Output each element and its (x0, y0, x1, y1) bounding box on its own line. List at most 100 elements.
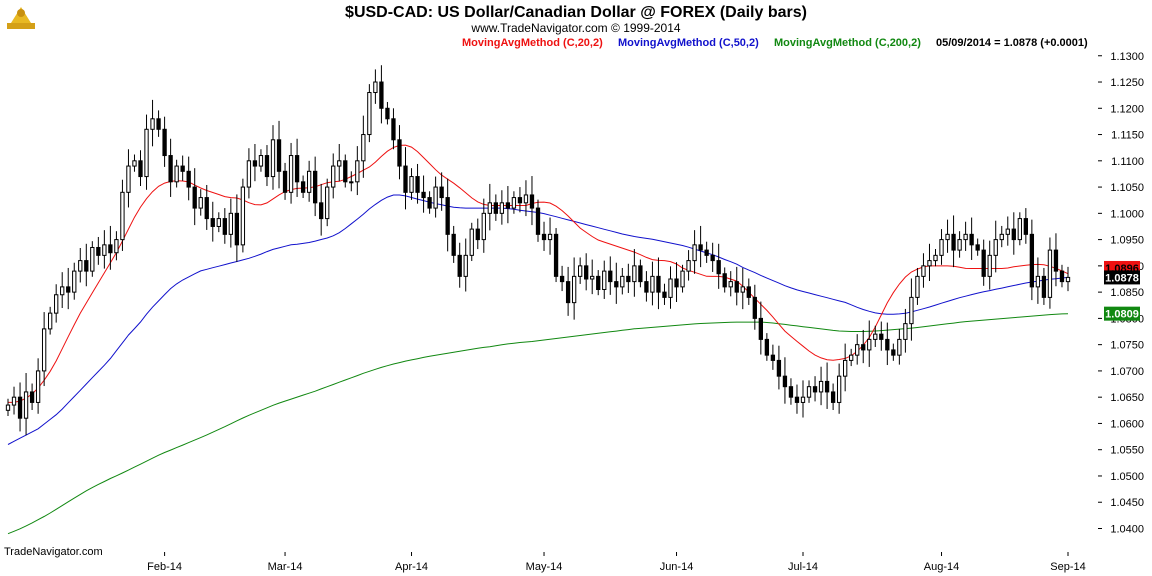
candle-body (692, 244, 697, 262)
candle (529, 176, 535, 226)
candle-body (11, 396, 17, 406)
candle (969, 217, 974, 260)
candle (903, 308, 908, 353)
candle (451, 225, 456, 263)
candle-body (578, 265, 583, 277)
candle-body (523, 194, 529, 204)
candle (66, 267, 71, 310)
candle (614, 262, 619, 304)
ma20-line (8, 144, 1069, 403)
candle (806, 380, 812, 403)
candle (963, 221, 968, 251)
candle-body (873, 333, 878, 340)
candle-body (1065, 276, 1071, 283)
candle-body (475, 228, 480, 241)
candle-body (5, 404, 11, 411)
candle-body (662, 291, 667, 298)
candle (168, 138, 173, 197)
y-tick-label: 1.0450 (1110, 497, 1144, 509)
candle-body (204, 197, 209, 220)
candle (812, 376, 818, 402)
candle-body (945, 233, 950, 241)
candle (541, 221, 547, 251)
candle-body (656, 275, 661, 293)
price-tag: 1.0878 (1104, 270, 1140, 285)
candle (270, 125, 276, 190)
candle (264, 145, 270, 187)
candle-body (626, 275, 631, 283)
candle (126, 149, 131, 208)
candle (686, 250, 691, 281)
candle (987, 240, 992, 290)
candle-body (1047, 249, 1053, 298)
candle-body (788, 386, 794, 398)
candle (343, 154, 348, 188)
candle-body (379, 81, 384, 109)
x-axis: Feb-14 Mar-14 Apr-14 May-14 Jun-14 Jul-14 Aug-… (147, 552, 1086, 573)
price-tag-bg (1104, 270, 1140, 285)
candle-body (921, 265, 926, 277)
y-tick-label: 1.0600 (1110, 418, 1144, 430)
candle-body (969, 233, 974, 246)
x-tick-label: Apr-14 (395, 561, 428, 573)
candle-body (608, 270, 613, 283)
candle (740, 267, 745, 310)
candle-body (216, 218, 221, 227)
candle-body (818, 380, 824, 393)
candle-body (222, 218, 227, 235)
legend-ma50: MovingAvgMethod (C,50,2) (618, 37, 759, 49)
candle (523, 180, 529, 217)
candle (590, 259, 595, 295)
candle-body (84, 260, 89, 272)
candle-body (66, 286, 71, 293)
candle-body (349, 181, 354, 184)
candle-body (180, 165, 185, 172)
candle (415, 163, 420, 204)
candle (728, 271, 733, 297)
candle (716, 243, 721, 289)
y-tick-label: 1.0550 (1110, 445, 1144, 457)
candle (156, 110, 161, 137)
candle-body (258, 155, 264, 167)
candle (192, 168, 197, 226)
candle-body (710, 254, 715, 262)
candle-body (728, 281, 733, 288)
candle (138, 150, 143, 187)
candle-body (102, 244, 107, 256)
candle (84, 243, 89, 287)
header: $USD-CAD: US Dollar/Canadian Dollar @ FO… (345, 4, 1088, 49)
y-tick-label: 1.0400 (1110, 523, 1144, 535)
candle-body (1053, 249, 1059, 272)
candle-body (794, 396, 800, 403)
candle-body (313, 170, 318, 204)
candle (120, 179, 125, 251)
candle (48, 306, 53, 335)
logo-icon (7, 7, 35, 29)
candle (1023, 208, 1028, 244)
candle (843, 343, 848, 392)
candle-body (427, 197, 432, 209)
candle (620, 267, 625, 295)
candle-body (90, 246, 95, 272)
candle-body (126, 165, 131, 193)
candle (535, 199, 541, 242)
candle-body (276, 139, 282, 172)
candle (54, 284, 59, 323)
candle-body (529, 194, 535, 209)
candle-body (812, 386, 818, 393)
candle-body (517, 197, 523, 204)
candle (35, 358, 41, 414)
candle-body (650, 275, 655, 293)
candle-body (306, 170, 312, 193)
last-bar-readout: 05/09/2014 = 1.0878 (+0.0001) (936, 37, 1088, 49)
candle (144, 114, 149, 190)
candle (319, 183, 324, 236)
candle (680, 264, 685, 293)
candle (29, 383, 35, 410)
candle (409, 168, 414, 200)
candle-body (96, 246, 101, 256)
ma200-line (7, 313, 1069, 535)
candle-body (541, 233, 547, 241)
candle (650, 261, 655, 306)
candle-body (1011, 228, 1016, 241)
